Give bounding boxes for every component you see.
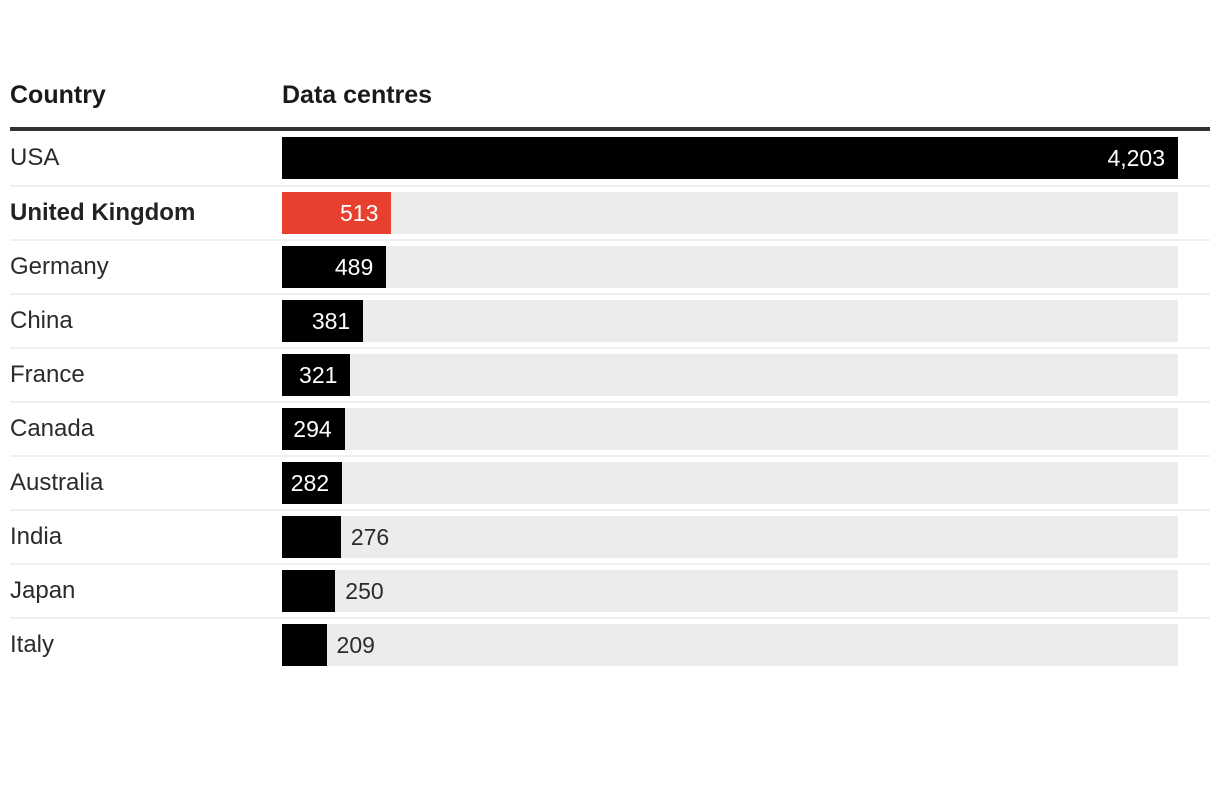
country-label: China bbox=[10, 306, 73, 334]
bar bbox=[282, 624, 327, 666]
bar-value-label: 209 bbox=[336, 631, 375, 658]
bar-track: 209 bbox=[282, 624, 1178, 666]
country-label: Canada bbox=[10, 414, 95, 442]
country-label: United Kingdom bbox=[10, 198, 196, 226]
bar bbox=[282, 570, 336, 612]
country-label: Italy bbox=[10, 630, 55, 658]
bar-track: 4,203 bbox=[282, 137, 1178, 179]
country-label: Japan bbox=[10, 576, 76, 604]
bar-track: 381 bbox=[282, 300, 1178, 342]
bar-track: 282 bbox=[282, 462, 1178, 504]
table-row: India 276 bbox=[10, 509, 1210, 563]
data-centres-chart: Country Data centres USA 4,203 United Ki… bbox=[10, 76, 1210, 671]
bar: 4,203 bbox=[282, 137, 1178, 179]
bar-value-label: 276 bbox=[350, 523, 390, 550]
country-label: Germany bbox=[10, 252, 109, 280]
bar-track: 321 bbox=[282, 354, 1178, 396]
table-row: Germany 489 bbox=[10, 239, 1210, 293]
country-label: France bbox=[10, 360, 85, 388]
bar: 381 bbox=[282, 300, 364, 342]
table-row: USA 4,203 bbox=[10, 131, 1210, 185]
column-header-country: Country bbox=[10, 81, 106, 109]
country-label: USA bbox=[10, 143, 60, 171]
bar-value-label: 381 bbox=[311, 307, 351, 334]
bar bbox=[282, 516, 341, 558]
table-row: Canada 294 bbox=[10, 401, 1210, 455]
bar-value-label: 294 bbox=[293, 415, 332, 442]
bar: 321 bbox=[282, 354, 351, 396]
bar-track: 489 bbox=[282, 246, 1178, 288]
bar-value-label: 282 bbox=[290, 469, 330, 496]
country-label: India bbox=[10, 522, 63, 550]
column-headers: Country Data centres bbox=[10, 76, 1210, 110]
bar: 489 bbox=[282, 246, 387, 288]
bar-value-label: 250 bbox=[345, 577, 384, 604]
table-row: China 381 bbox=[10, 293, 1210, 347]
table-body: USA 4,203 United Kingdom 513 Germany 489… bbox=[10, 131, 1210, 671]
bar-value-label: 321 bbox=[299, 361, 338, 388]
bar-track: 276 bbox=[282, 516, 1178, 558]
table-row: Australia 282 bbox=[10, 455, 1210, 509]
bar-track: 294 bbox=[282, 408, 1178, 450]
bar-value-label: 4,203 bbox=[1107, 144, 1165, 171]
bar: 294 bbox=[282, 408, 345, 450]
table-row: France 321 bbox=[10, 347, 1210, 401]
table-row: United Kingdom 513 bbox=[10, 185, 1210, 239]
country-label: Australia bbox=[10, 468, 104, 496]
column-header-data-centres: Data centres bbox=[282, 81, 433, 109]
bar: 282 bbox=[282, 462, 343, 504]
bar-value-label: 513 bbox=[339, 199, 379, 226]
bar: 513 bbox=[282, 192, 392, 234]
bar-track: 513 bbox=[282, 192, 1178, 234]
bar-value-label: 489 bbox=[334, 253, 374, 280]
bar-track: 250 bbox=[282, 570, 1178, 612]
header-rule bbox=[10, 127, 1210, 131]
table-row: Japan 250 bbox=[10, 563, 1210, 617]
table-row: Italy 209 bbox=[10, 617, 1210, 671]
